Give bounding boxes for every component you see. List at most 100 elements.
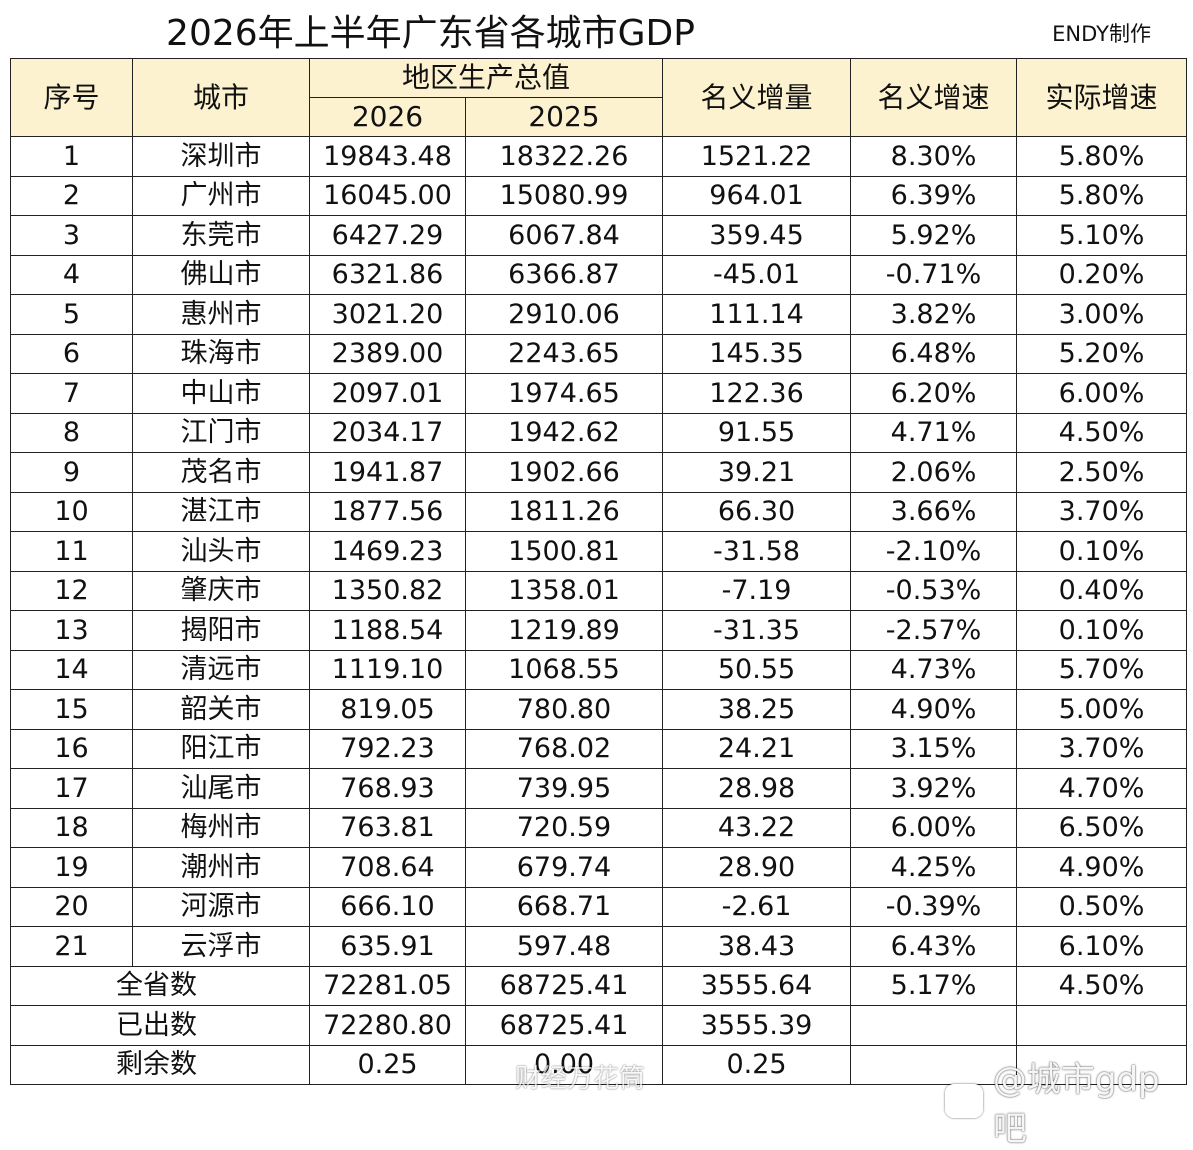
row-real-growth: 0.40%	[1016, 570, 1188, 611]
header-gdp-group: 地区生产总值	[309, 58, 663, 98]
row-gdp-2026: 19843.48	[309, 136, 466, 177]
table-row: 13 揭阳市 1188.54 1219.89 -31.35 -2.57% 0.10%	[10, 610, 1188, 651]
row-gdp-2025: 1068.55	[465, 649, 663, 690]
row-city: 佛山市	[132, 254, 310, 295]
row-nominal-growth: 5.92%	[850, 215, 1018, 256]
row-city: 广州市	[132, 175, 310, 216]
header-nominal-increase: 名义增量	[661, 58, 852, 137]
summary-gdp-2025: 68725.41	[465, 965, 663, 1006]
row-nominal-growth: 4.73%	[850, 649, 1018, 690]
table-row: 12 肇庆市 1350.82 1358.01 -7.19 -0.53% 0.40%	[10, 570, 1188, 611]
row-real-growth: 3.70%	[1016, 728, 1188, 769]
row-nominal-increase: 24.21	[661, 728, 852, 769]
table-row: 15 韶关市 819.05 780.80 38.25 4.90% 5.00%	[10, 689, 1188, 730]
table-row: 5 惠州市 3021.20 2910.06 111.14 3.82% 3.00%	[10, 294, 1188, 335]
row-real-growth: 6.00%	[1016, 373, 1188, 414]
row-gdp-2025: 15080.99	[465, 175, 663, 216]
row-nominal-growth: 3.15%	[850, 728, 1018, 769]
row-gdp-2026: 763.81	[309, 807, 466, 848]
row-index: 16	[10, 728, 133, 769]
row-gdp-2026: 3021.20	[309, 294, 466, 335]
row-gdp-2026: 1188.54	[309, 610, 466, 651]
row-city: 汕尾市	[132, 768, 310, 809]
row-nominal-growth: 3.82%	[850, 294, 1018, 335]
row-index: 21	[10, 926, 133, 967]
row-gdp-2026: 1119.10	[309, 649, 466, 690]
title-row: 2026年上半年广东省各城市GDP ENDY制作	[10, 10, 1187, 59]
summary-row: 已出数 72280.80 68725.41 3555.39	[10, 1005, 1188, 1046]
row-index: 11	[10, 531, 133, 572]
row-nominal-growth: 6.20%	[850, 373, 1018, 414]
header-row-2: 2026 2025	[11, 97, 1187, 137]
row-gdp-2026: 6427.29	[309, 215, 466, 256]
summary-nominal-increase: 3555.64	[661, 965, 852, 1006]
weibo-watermark: @城市gdp吧	[945, 1052, 1193, 1150]
row-nominal-growth: 6.48%	[850, 333, 1018, 374]
row-gdp-2026: 6321.86	[309, 254, 466, 295]
table-row: 4 佛山市 6321.86 6366.87 -45.01 -0.71% 0.20%	[10, 254, 1188, 295]
row-nominal-growth: 3.66%	[850, 491, 1018, 532]
summary-row: 剩余数 0.25 0.00 0.25	[10, 1044, 1188, 1085]
row-city: 韶关市	[132, 689, 310, 730]
summary-real-growth	[1016, 1005, 1188, 1046]
row-gdp-2025: 2243.65	[465, 333, 663, 374]
row-nominal-increase: 38.25	[661, 689, 852, 730]
row-gdp-2025: 679.74	[465, 847, 663, 888]
row-nominal-increase: -45.01	[661, 254, 852, 295]
row-real-growth: 6.50%	[1016, 807, 1188, 848]
row-nominal-increase: 1521.22	[661, 136, 852, 177]
row-index: 4	[10, 254, 133, 295]
table-row: 17 汕尾市 768.93 739.95 28.98 3.92% 4.70%	[10, 768, 1188, 809]
row-nominal-increase: 28.98	[661, 768, 852, 809]
row-real-growth: 4.90%	[1016, 847, 1188, 888]
row-nominal-increase: 964.01	[661, 175, 852, 216]
table-row: 8 江门市 2034.17 1942.62 91.55 4.71% 4.50%	[10, 412, 1188, 453]
row-nominal-growth: -2.57%	[850, 610, 1018, 651]
row-real-growth: 5.20%	[1016, 333, 1188, 374]
row-city: 潮州市	[132, 847, 310, 888]
row-index: 18	[10, 807, 133, 848]
table-row: 14 清远市 1119.10 1068.55 50.55 4.73% 5.70%	[10, 649, 1188, 690]
author-credit: ENDY制作	[1016, 10, 1187, 59]
table-row: 19 潮州市 708.64 679.74 28.90 4.25% 4.90%	[10, 847, 1188, 888]
header-real-growth: 实际增速	[1016, 58, 1188, 137]
row-real-growth: 0.20%	[1016, 254, 1188, 295]
row-nominal-growth: 4.71%	[850, 412, 1018, 453]
row-city: 江门市	[132, 412, 310, 453]
row-real-growth: 4.70%	[1016, 768, 1188, 809]
row-nominal-increase: 50.55	[661, 649, 852, 690]
row-nominal-increase: -7.19	[661, 570, 852, 611]
summary-label: 全省数	[10, 965, 310, 1006]
table-row: 11 汕头市 1469.23 1500.81 -31.58 -2.10% 0.10%	[10, 531, 1188, 572]
row-index: 1	[10, 136, 133, 177]
row-city: 肇庆市	[132, 570, 310, 611]
row-nominal-growth: -0.53%	[850, 570, 1018, 611]
row-gdp-2025: 2910.06	[465, 294, 663, 335]
row-nominal-growth: -0.39%	[850, 886, 1018, 927]
row-index: 17	[10, 768, 133, 809]
row-index: 7	[10, 373, 133, 414]
row-nominal-increase: 28.90	[661, 847, 852, 888]
row-gdp-2025: 1942.62	[465, 412, 663, 453]
table-row: 1 深圳市 19843.48 18322.26 1521.22 8.30% 5.80%	[10, 136, 1188, 177]
table-row: 20 河源市 666.10 668.71 -2.61 -0.39% 0.50%	[10, 886, 1188, 927]
row-gdp-2026: 1877.56	[309, 491, 466, 532]
row-gdp-2025: 1974.65	[465, 373, 663, 414]
row-nominal-increase: 359.45	[661, 215, 852, 256]
row-gdp-2026: 1469.23	[309, 531, 466, 572]
table-row: 3 东莞市 6427.29 6067.84 359.45 5.92% 5.10%	[10, 215, 1188, 256]
gdp-sheet: 2026年上半年广东省各城市GDP ENDY制作 序号 城市 地区生产总值 名义…	[10, 10, 1188, 1085]
row-gdp-2026: 819.05	[309, 689, 466, 730]
row-nominal-increase: 145.35	[661, 333, 852, 374]
table-row: 6 珠海市 2389.00 2243.65 145.35 6.48% 5.20%	[10, 333, 1188, 374]
row-real-growth: 3.70%	[1016, 491, 1188, 532]
row-gdp-2025: 739.95	[465, 768, 663, 809]
row-nominal-growth: 8.30%	[850, 136, 1018, 177]
row-city: 阳江市	[132, 728, 310, 769]
row-nominal-growth: 3.92%	[850, 768, 1018, 809]
row-city: 河源市	[132, 886, 310, 927]
row-gdp-2026: 1941.87	[309, 452, 466, 493]
title-spacer	[850, 10, 1017, 59]
row-gdp-2025: 668.71	[465, 886, 663, 927]
row-city: 汕头市	[132, 531, 310, 572]
